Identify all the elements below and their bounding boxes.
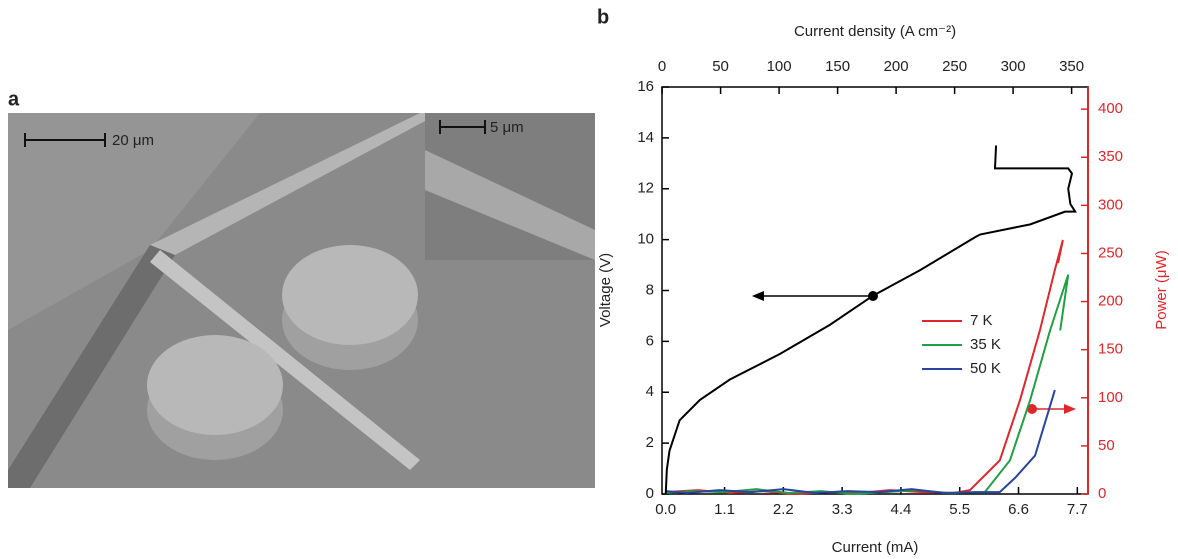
legend-label: 7 K: [970, 312, 993, 329]
x-tick-label: 5.5: [949, 501, 970, 518]
sem-image: [8, 113, 595, 488]
x-axis-label: Current (mA): [832, 539, 919, 556]
x-tick-label: 1.1: [714, 501, 735, 518]
y-axis-label: Voltage (V): [597, 253, 614, 327]
x2-tick-label: 350: [1059, 58, 1084, 75]
y-tick-label: 0: [646, 485, 654, 502]
y2-tick-label: 350: [1098, 148, 1123, 165]
power-line: [665, 389, 1056, 495]
y-tick-label: 4: [646, 383, 654, 400]
panel-label: b: [597, 6, 609, 28]
legend-label: 35 K: [970, 336, 1001, 353]
annotation-arrows: [752, 291, 1076, 414]
y-tick-label: 6: [646, 332, 654, 349]
legend-label: 50 K: [970, 360, 1001, 377]
y2-tick-label: 0: [1098, 485, 1106, 502]
y-tick-label: 16: [637, 78, 654, 95]
x2-tick-label: 0: [658, 58, 666, 75]
x2-axis-label: Current density (A cm⁻²): [794, 23, 956, 40]
x2-tick-label: 150: [825, 58, 850, 75]
y2-axis-label: Power (μW): [1153, 250, 1170, 329]
x2-tick-label: 300: [1001, 58, 1026, 75]
x-tick-label: 7.7: [1067, 501, 1088, 518]
y2-tick-label: 150: [1098, 341, 1123, 358]
y-tick-label: 10: [637, 231, 654, 248]
scale-bar-label: 20 μm: [112, 132, 154, 149]
plot-frame: [661, 86, 1089, 495]
power-line: [665, 274, 1070, 496]
x2-tick-label: 50: [712, 58, 729, 75]
y-tick-label: 2: [646, 434, 654, 451]
power-line: [665, 239, 1064, 496]
y2-tick-label: 200: [1098, 293, 1123, 310]
y2-tick-label: 300: [1098, 196, 1123, 213]
y2-tick-label: 100: [1098, 389, 1123, 406]
x2-tick-label: 100: [767, 58, 792, 75]
y2-tick-label: 50: [1098, 437, 1115, 454]
y2-tick-label: 400: [1098, 100, 1123, 117]
x2-tick-label: 200: [884, 58, 909, 75]
x-tick-label: 6.6: [1008, 501, 1029, 518]
y-tick-label: 12: [637, 180, 654, 197]
panel-label: a: [8, 88, 20, 110]
voltage-line: [664, 145, 1077, 495]
y-tick-label: 14: [637, 129, 654, 146]
x-tick-label: 2.2: [773, 501, 794, 518]
scale-bar-label: 5 μm: [490, 119, 524, 136]
y-tick-label: 8: [646, 281, 654, 298]
x-tick-label: 0.0: [655, 501, 676, 518]
y2-tick-label: 250: [1098, 244, 1123, 261]
x-tick-label: 3.3: [832, 501, 853, 518]
x2-tick-label: 250: [942, 58, 967, 75]
x-tick-label: 4.4: [890, 501, 911, 518]
